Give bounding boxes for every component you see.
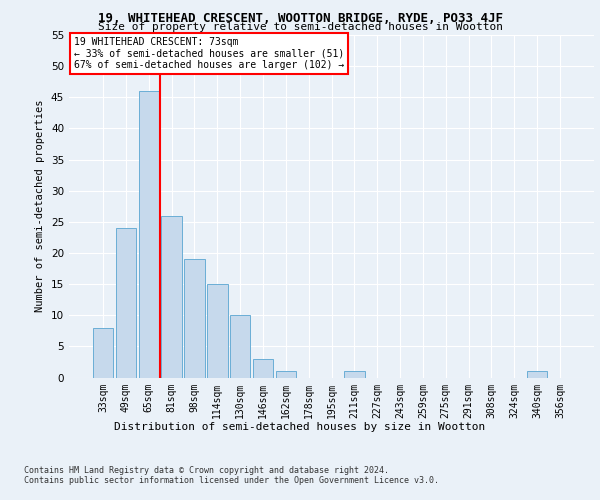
Text: Size of property relative to semi-detached houses in Wootton: Size of property relative to semi-detach…	[97, 22, 503, 32]
Text: 19, WHITEHEAD CRESCENT, WOOTTON BRIDGE, RYDE, PO33 4JF: 19, WHITEHEAD CRESCENT, WOOTTON BRIDGE, …	[97, 12, 503, 26]
Bar	[230, 315, 250, 378]
Bar	[207, 284, 227, 378]
Bar	[527, 372, 547, 378]
Bar	[344, 372, 365, 378]
Bar	[139, 91, 159, 378]
Text: 19 WHITEHEAD CRESCENT: 73sqm
← 33% of semi-detached houses are smaller (51)
67% : 19 WHITEHEAD CRESCENT: 73sqm ← 33% of se…	[74, 36, 344, 70]
Bar	[253, 359, 273, 378]
Bar	[161, 216, 182, 378]
Text: Distribution of semi-detached houses by size in Wootton: Distribution of semi-detached houses by …	[115, 422, 485, 432]
Bar	[184, 259, 205, 378]
Bar	[116, 228, 136, 378]
Bar	[275, 372, 296, 378]
Y-axis label: Number of semi-detached properties: Number of semi-detached properties	[35, 100, 46, 312]
Bar	[93, 328, 113, 378]
Text: Contains HM Land Registry data © Crown copyright and database right 2024.: Contains HM Land Registry data © Crown c…	[24, 466, 389, 475]
Text: Contains public sector information licensed under the Open Government Licence v3: Contains public sector information licen…	[24, 476, 439, 485]
